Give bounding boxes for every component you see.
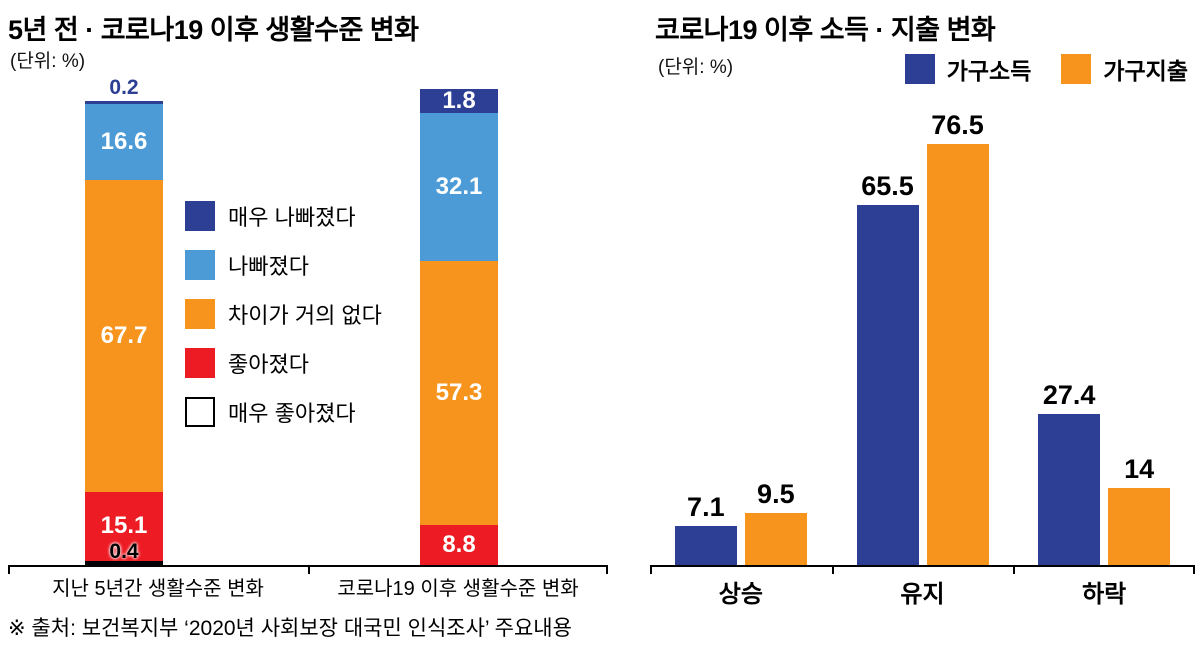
bar-column: 7.1: [674, 491, 737, 565]
axis-tick: [1013, 565, 1016, 574]
legend-item: 좋아졌다: [185, 347, 382, 379]
right-chart-unit: (단위: %): [658, 57, 734, 78]
legend-label: 매우 좋아졌다: [228, 401, 356, 426]
legend-swatch: [904, 54, 935, 84]
left-chart-category-labels: 지난 5년간 생활수준 변화 코로나19 이후 생활수준 변화: [8, 572, 608, 601]
segment-value: 16.6: [100, 127, 148, 155]
segment-value: 57.3: [435, 378, 483, 406]
bar: [744, 512, 807, 565]
bar-value: 76.5: [931, 110, 984, 141]
axis-tick: [308, 565, 310, 574]
category-label: 유지: [900, 581, 945, 608]
legend-item: 매우 좋아졌다: [185, 396, 382, 428]
left-chart-unit: (단위: %): [10, 51, 86, 72]
right-chart-legend: 가구소득 가구지출: [904, 52, 1188, 86]
bar-group: 65.5 76.5: [832, 112, 1014, 565]
legend-item: 나빠졌다: [185, 249, 382, 281]
legend-label: 가구지출: [1103, 58, 1188, 84]
right-chart-plot-area: 7.1 9.5 65.5 76.5 27.4 14: [650, 88, 1195, 565]
segment-value: 1.8: [442, 87, 476, 115]
axis-tick: [8, 565, 10, 574]
segment-value: 32.1: [435, 173, 483, 201]
bar-column: 65.5: [856, 170, 919, 565]
bar-segment: 57.3: [420, 260, 498, 525]
legend-swatch: [185, 299, 215, 329]
bar-segment: 1.8: [420, 87, 498, 115]
bar-group: 27.4 14: [1013, 382, 1195, 565]
legend-label: 좋아졌다: [228, 352, 309, 377]
bar-segment: 16.6: [85, 103, 163, 181]
bar-value: 9.5: [757, 478, 795, 509]
bar: [856, 204, 919, 565]
segment-value: 0.2: [109, 75, 139, 99]
stacked-bar-after-covid: 1.8 32.1 57.3 8.8: [420, 89, 498, 565]
bar-segment: 8.8: [420, 524, 498, 565]
axis-tick: [606, 565, 608, 574]
bar-segment: 15.1: [85, 491, 163, 561]
legend-item: 매우 나빠졌다: [185, 200, 382, 232]
axis-tick: [1193, 565, 1195, 574]
legend-label: 매우 나빠졌다: [228, 205, 356, 230]
legend-item: 가구소득: [904, 52, 1032, 86]
bar-column: 27.4: [1038, 380, 1101, 565]
segment-value: 15.1: [100, 512, 148, 540]
axis-tick: [650, 565, 652, 574]
segment-value: 0.4: [109, 540, 139, 563]
legend-label: 가구소득: [946, 58, 1032, 84]
bar-column: 76.5: [926, 110, 989, 565]
legend-swatch: [185, 201, 215, 231]
legend-swatch: [185, 250, 215, 280]
bar-segment: 0.4: [85, 541, 163, 565]
category-label-after-covid: 코로나19 이후 생활수준 변화: [337, 578, 579, 600]
legend-swatch: [1061, 54, 1092, 84]
bar-segment: 32.1: [420, 113, 498, 261]
right-chart-category-labels: 상승 유지 하락: [650, 574, 1195, 609]
bar-value: 7.1: [687, 491, 725, 522]
legend-item: 차이가 거의 없다: [185, 298, 382, 330]
right-chart-x-axis: [650, 565, 1195, 574]
bar: [674, 525, 737, 565]
axis-tick: [831, 565, 834, 574]
legend-swatch: [185, 397, 215, 427]
bar-segment: 0.2: [85, 77, 163, 104]
source-note: ※ 출처: 보건복지부 ‘2020년 사회보장 대국민 인식조사’ 주요내용: [8, 617, 572, 640]
bar-column: 14: [1108, 454, 1171, 565]
category-label: 상승: [718, 581, 763, 608]
legend-label: 차이가 거의 없다: [228, 303, 382, 328]
bar-column: 9.5: [744, 478, 807, 565]
category-label: 하락: [1082, 581, 1127, 608]
bar-segment: 67.7: [85, 180, 163, 492]
bar: [926, 144, 989, 565]
segment-value: 8.8: [442, 530, 476, 558]
legend-item: 가구지출: [1061, 52, 1188, 86]
bar: [1108, 488, 1171, 565]
right-chart-title: 코로나19 이후 소득 · 지출 변화: [655, 15, 996, 45]
stacked-bar-past-5-years: 0.2 16.6 67.7 15.1 0.4: [85, 77, 163, 565]
bar-group: 7.1 9.5: [650, 478, 832, 565]
category-label-past-5-years: 지난 5년간 생활수준 변화: [52, 578, 264, 600]
segment-value: 67.7: [100, 321, 148, 349]
bar-groups: 7.1 9.5 65.5 76.5 27.4 14: [650, 88, 1195, 565]
left-chart-x-axis: [8, 565, 608, 574]
left-chart-title: 5년 전 · 코로나19 이후 생활수준 변화: [8, 15, 419, 45]
bar-value: 14: [1124, 454, 1155, 484]
bar-value: 65.5: [861, 170, 914, 201]
bar: [1038, 414, 1101, 565]
bar-value: 27.4: [1042, 380, 1096, 411]
legend-label: 나빠졌다: [228, 254, 309, 279]
legend-swatch: [185, 348, 215, 378]
